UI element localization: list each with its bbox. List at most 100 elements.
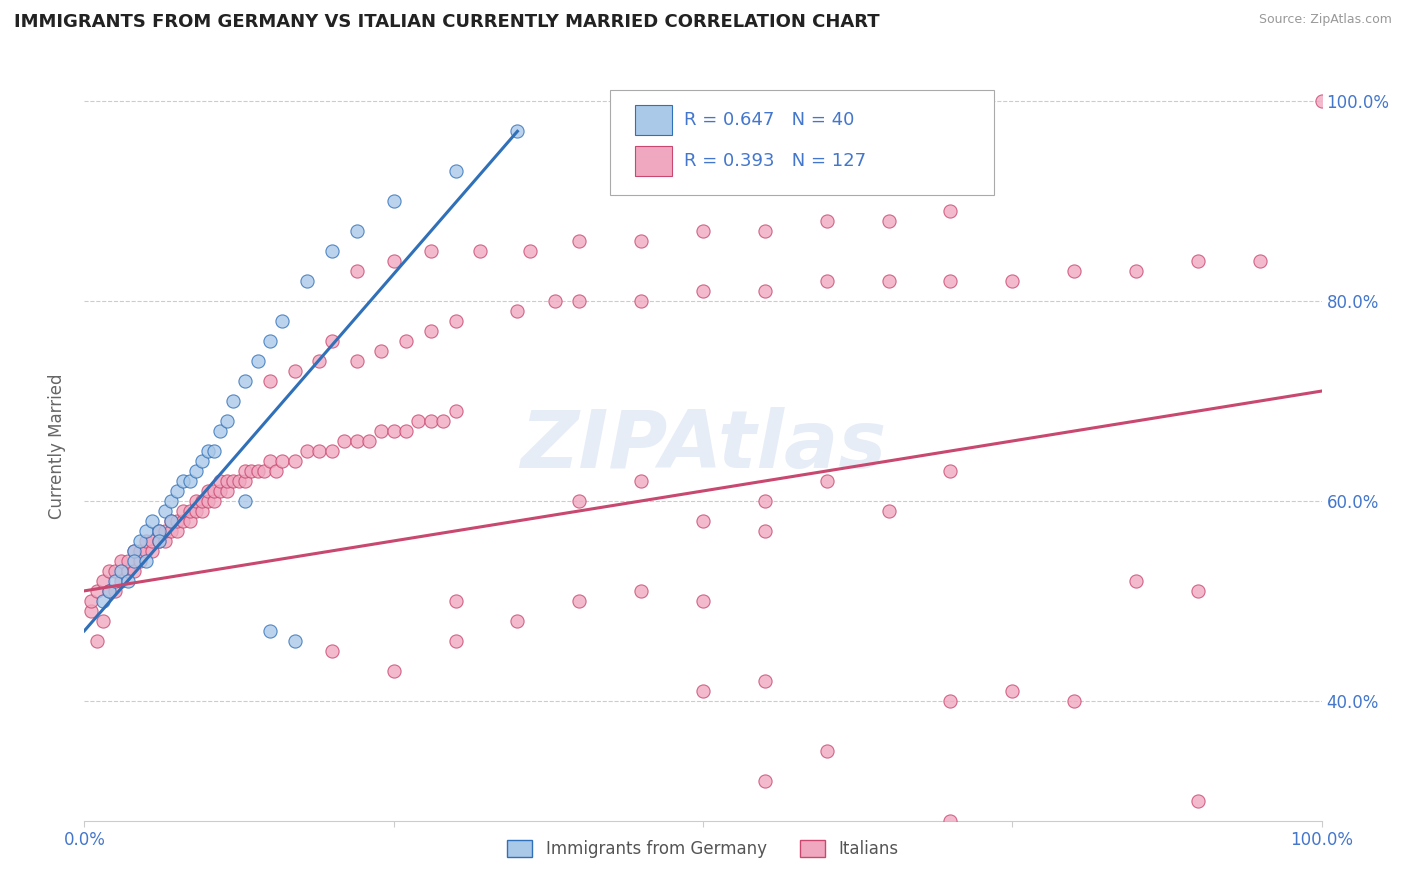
Point [692, 284, 714, 298]
Point [129, 533, 152, 548]
Point [197, 483, 219, 498]
Point [240, 464, 263, 478]
Point [122, 544, 145, 558]
Point [568, 294, 591, 309]
Point [202, 494, 225, 508]
Point [110, 554, 132, 568]
Point [79, 604, 101, 618]
Point [98, 583, 121, 598]
Point [160, 494, 183, 508]
Point [104, 583, 127, 598]
Point [630, 583, 652, 598]
Point [1310, 95, 1333, 109]
Point [191, 454, 214, 468]
Bar [636, 146, 672, 177]
Text: R = 0.393   N = 127: R = 0.393 N = 127 [685, 153, 866, 170]
Text: IMMIGRANTS FROM GERMANY VS ITALIAN CURRENTLY MARRIED CORRELATION CHART: IMMIGRANTS FROM GERMANY VS ITALIAN CURRE… [14, 13, 880, 31]
Legend: Immigrants from Germany, Italians: Immigrants from Germany, Italians [501, 833, 905, 864]
Bar [636, 105, 672, 135]
Point [754, 224, 776, 238]
Point [419, 244, 441, 259]
Point [444, 164, 467, 178]
Point [630, 294, 652, 309]
Point [148, 533, 170, 548]
Point [939, 814, 962, 828]
Point [148, 524, 170, 538]
Point [692, 594, 714, 608]
Point [209, 474, 232, 488]
Point [197, 444, 219, 458]
Point [1063, 264, 1085, 278]
Point [877, 214, 900, 228]
Point [370, 344, 392, 359]
Point [506, 304, 529, 318]
Point [419, 324, 441, 338]
Point [519, 244, 541, 259]
Point [91, 594, 114, 608]
Point [91, 574, 114, 588]
Point [259, 334, 281, 348]
Point [104, 574, 127, 588]
Point [110, 564, 132, 578]
Point [209, 483, 232, 498]
Point [86, 583, 108, 598]
Point [444, 314, 467, 328]
Point [1125, 264, 1147, 278]
Point [308, 354, 330, 368]
Point [692, 683, 714, 698]
Point [877, 833, 900, 847]
Point [754, 494, 776, 508]
Point [395, 424, 418, 438]
Point [233, 374, 256, 388]
Point [321, 644, 343, 658]
Point [166, 514, 188, 528]
Point [284, 454, 307, 468]
Point [1187, 583, 1209, 598]
Point [209, 424, 232, 438]
Point [754, 673, 776, 688]
Point [395, 334, 418, 348]
Point [135, 554, 157, 568]
Point [470, 244, 492, 259]
Point [98, 583, 121, 598]
Point [215, 414, 238, 428]
Point [754, 773, 776, 788]
Point [754, 524, 776, 538]
Point [815, 214, 838, 228]
Point [179, 514, 201, 528]
Point [346, 264, 368, 278]
Point [233, 494, 256, 508]
Point [568, 234, 591, 248]
Point [191, 494, 214, 508]
Point [91, 614, 114, 628]
Point [259, 624, 281, 638]
Point [148, 524, 170, 538]
Point [122, 554, 145, 568]
Point [79, 594, 101, 608]
Point [370, 424, 392, 438]
Point [246, 354, 269, 368]
Point [172, 504, 194, 518]
Point [215, 483, 238, 498]
Point [308, 444, 330, 458]
Point [877, 504, 900, 518]
Point [117, 564, 139, 578]
Point [259, 454, 281, 468]
Point [408, 414, 430, 428]
Point [506, 124, 529, 138]
Point [939, 204, 962, 219]
Point [295, 444, 318, 458]
Point [630, 474, 652, 488]
Point [815, 744, 838, 758]
Point [939, 464, 962, 478]
Point [1063, 694, 1085, 708]
Point [184, 504, 207, 518]
Point [110, 574, 132, 588]
Point [543, 294, 565, 309]
Point [179, 474, 201, 488]
Point [271, 454, 294, 468]
Point [568, 494, 591, 508]
Point [321, 444, 343, 458]
Point [222, 474, 245, 488]
Point [1187, 794, 1209, 808]
